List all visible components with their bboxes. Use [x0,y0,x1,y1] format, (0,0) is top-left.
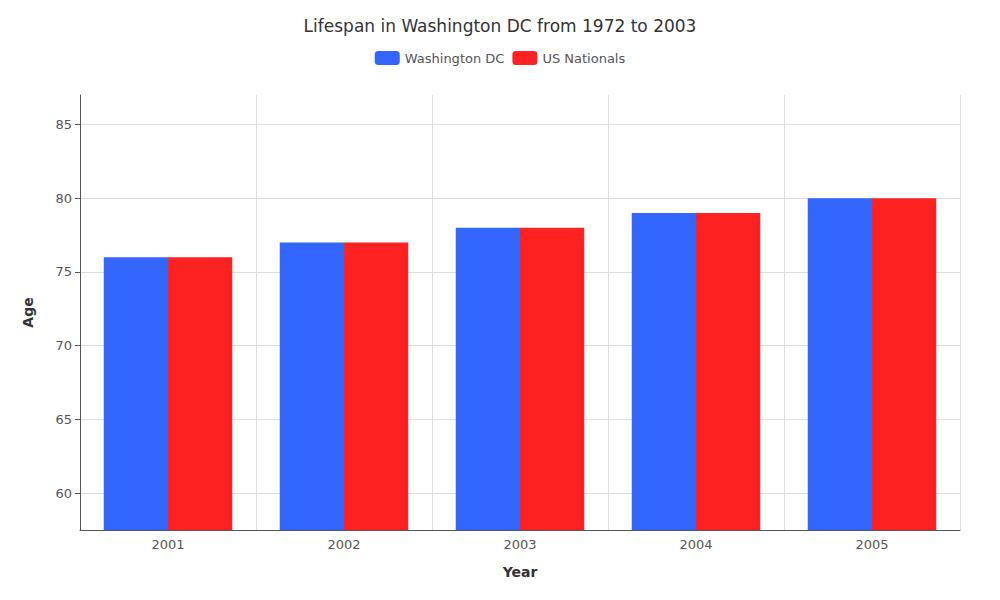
svg-text:2002: 2002 [327,537,360,552]
svg-text:80: 80 [55,191,72,206]
svg-text:Washington DC: Washington DC [405,51,505,66]
svg-text:Year: Year [502,564,538,580]
svg-text:2001: 2001 [151,537,184,552]
svg-text:2004: 2004 [679,537,712,552]
svg-text:65: 65 [55,412,72,427]
svg-text:60: 60 [55,486,72,501]
svg-text:Age: Age [20,297,36,327]
svg-text:2003: 2003 [503,537,536,552]
svg-text:2005: 2005 [855,537,888,552]
svg-text:Lifespan in Washington DC from: Lifespan in Washington DC from 1972 to 2… [304,16,697,36]
svg-text:US Nationals: US Nationals [542,51,625,66]
svg-text:70: 70 [55,338,72,353]
svg-text:75: 75 [55,264,72,279]
svg-text:85: 85 [55,117,72,132]
